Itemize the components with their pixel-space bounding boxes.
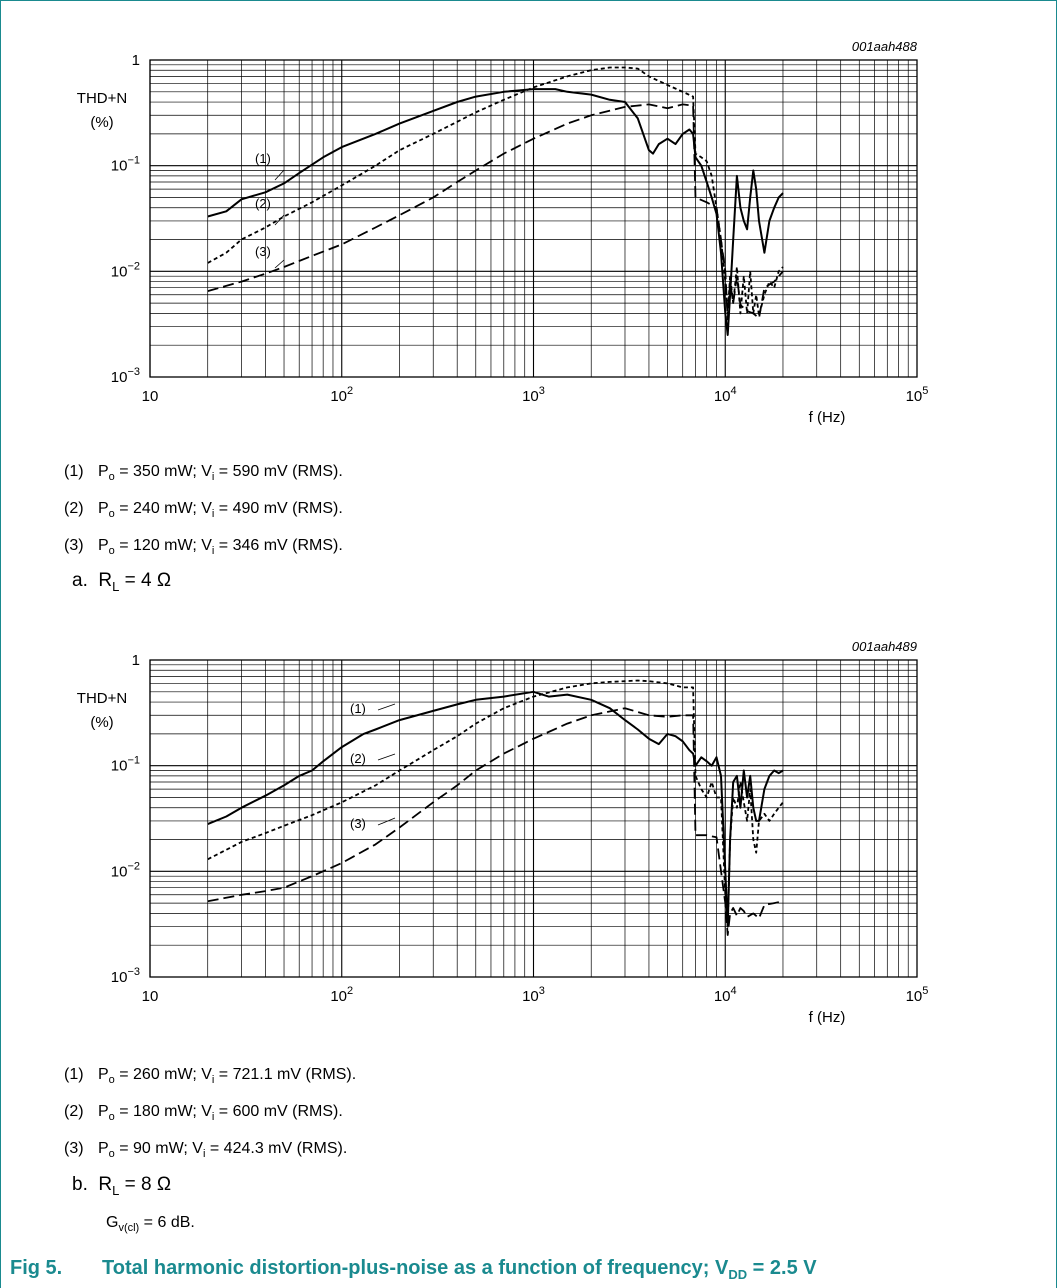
x-tick-label: 103 (522, 385, 545, 405)
series-label-leader (274, 169, 285, 181)
x-tick-label: 10 (142, 388, 159, 405)
y-tick-label: 10−2 (111, 860, 140, 880)
note-a-3: (3) Po = 120 mW; Vi = 346 mV (RMS). (64, 537, 343, 557)
series-label-2: (2) (255, 196, 271, 211)
series-line-2 (207, 66, 784, 317)
gain-note: Gv(cl) = 6 dB. (106, 1214, 195, 1234)
series-label-leader (377, 817, 396, 826)
grid (149, 60, 917, 378)
series-label-2: (2) (350, 751, 366, 766)
note-a-1: (1) Po = 350 mW; Vi = 590 mV (RMS). (64, 463, 343, 483)
note-b-2: (2) Po = 180 mW; Vi = 600 mV (RMS). (64, 1103, 343, 1123)
plot-border (149, 59, 918, 378)
series-label-leader (377, 753, 396, 761)
series-label-3: (3) (350, 816, 366, 831)
y-tick-label: 1 (132, 52, 140, 69)
figure-caption: Fig 5. Total harmonic distortion-plus-noi… (10, 1257, 817, 1282)
series-label-leader (274, 214, 285, 226)
y-axis-unit: (%) (90, 114, 113, 131)
y-tick-label: 1 (132, 652, 140, 669)
x-tick-label: 105 (906, 985, 929, 1005)
series-line-1 (207, 690, 784, 928)
x-axis-label: f (Hz) (809, 1009, 846, 1026)
x-tick-label: 10 (142, 988, 159, 1005)
note-b-3: (3) Po = 90 mW; Vi = 424.3 mV (RMS). (64, 1140, 348, 1160)
y-tick-label: 10−1 (111, 155, 140, 175)
caption-a: a. RL = 4 Ω (72, 570, 172, 594)
series-label-1: (1) (255, 151, 271, 166)
y-tick-label: 10−2 (111, 260, 140, 280)
x-tick-label: 104 (714, 985, 737, 1005)
series-label-3: (3) (255, 244, 271, 259)
x-axis-label: f (Hz) (809, 409, 846, 426)
series-line-2 (207, 679, 784, 928)
x-tick-label: 102 (330, 385, 353, 405)
x-tick-label: 104 (714, 385, 737, 405)
y-tick-label: 10−3 (111, 366, 140, 386)
x-tick-label: 102 (330, 985, 353, 1005)
chart-b: 10 102 103 104 105 1 10−1 10−2 10−3 THD+N (%) f (Hz… (77, 639, 929, 1026)
series-label-1: (1) (350, 701, 366, 716)
y-axis-unit: (%) (90, 714, 113, 731)
note-b-1: (1) Po = 260 mW; Vi = 721.1 mV (RMS). (64, 1066, 357, 1086)
y-tick-label: 10−1 (111, 755, 140, 775)
plot-border (149, 659, 918, 978)
figure-id: 001aah489 (852, 639, 917, 654)
grid (149, 660, 917, 978)
figure-title: Total harmonic distortion-plus-noise as … (102, 1257, 729, 1279)
series-label-leader (377, 703, 396, 711)
y-axis-label: THD+N (77, 690, 127, 707)
series-line-1 (207, 88, 784, 336)
x-tick-label: 105 (906, 385, 929, 405)
note-a-2: (2) Po = 240 mW; Vi = 490 mV (RMS). (64, 500, 343, 520)
chart-a: 10 102 103 104 105 1 10−1 10−2 10−3 THD+N (%) f (Hz… (77, 39, 929, 426)
x-tick-label: 103 (522, 985, 545, 1005)
y-axis-label: THD+N (77, 90, 127, 107)
figure-number: Fig 5. (10, 1257, 63, 1279)
series-label-leader (274, 259, 285, 269)
series-line-3 (207, 707, 784, 936)
y-tick-label: 10−3 (111, 966, 140, 986)
figure-id: 001aah488 (852, 39, 918, 54)
caption-b: b. RL = 8 Ω (72, 1174, 172, 1198)
